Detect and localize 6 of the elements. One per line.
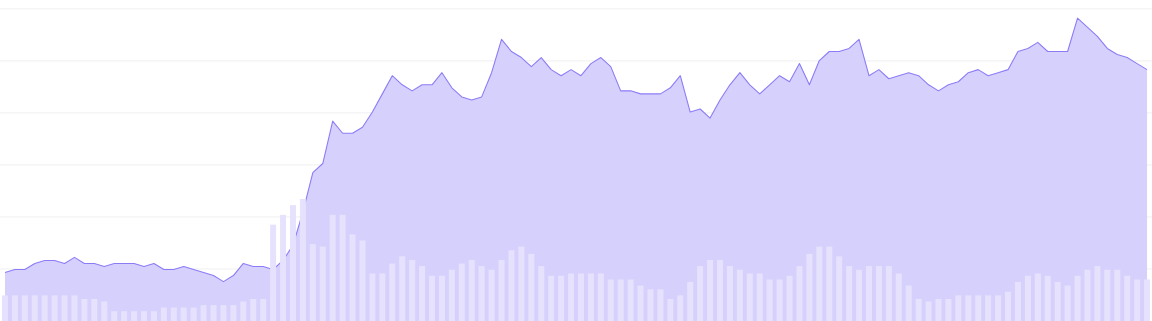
bar [270,224,277,321]
bar [280,214,287,321]
bar [1144,279,1151,321]
bar [299,199,306,321]
bar [1,295,8,321]
bar [289,205,296,321]
